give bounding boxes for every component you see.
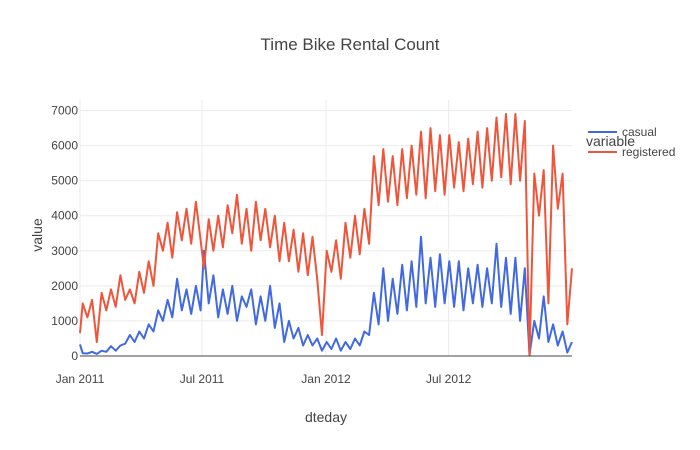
y-tick-label: 1000 [51,314,78,328]
y-tick-label: 4000 [51,209,78,223]
y-tick-label: 3000 [51,244,78,258]
legend-title: variable [586,133,635,149]
y-tick-label: 5000 [51,174,78,188]
legend-label-casual: casual [622,125,657,139]
x-tick-label: Jan 2012 [301,372,351,386]
axes: 0 1000 2000 3000 4000 5000 6000 7000 Jan 2011 Jul… [51,104,572,386]
y-axis-title: value [29,218,45,252]
y-tick-label: 0 [71,349,78,363]
chart-title: Time Bike Rental Count [261,35,440,54]
legend-label-registered: registered [622,145,675,159]
x-tick-label: Jan 2011 [56,372,105,386]
plot-area [79,113,573,357]
x-tick-label: Jul 2012 [426,372,472,386]
y-tick-label: 2000 [51,279,78,293]
y-tick-label: 6000 [51,139,78,153]
series-line-registered [79,113,573,357]
y-tick-label: 7000 [51,104,78,118]
series-line-casual [79,235,573,356]
x-tick-label: Jul 2011 [180,372,225,386]
x-axis-title: dteday [305,409,347,425]
legend: variable casual registered [586,125,675,159]
